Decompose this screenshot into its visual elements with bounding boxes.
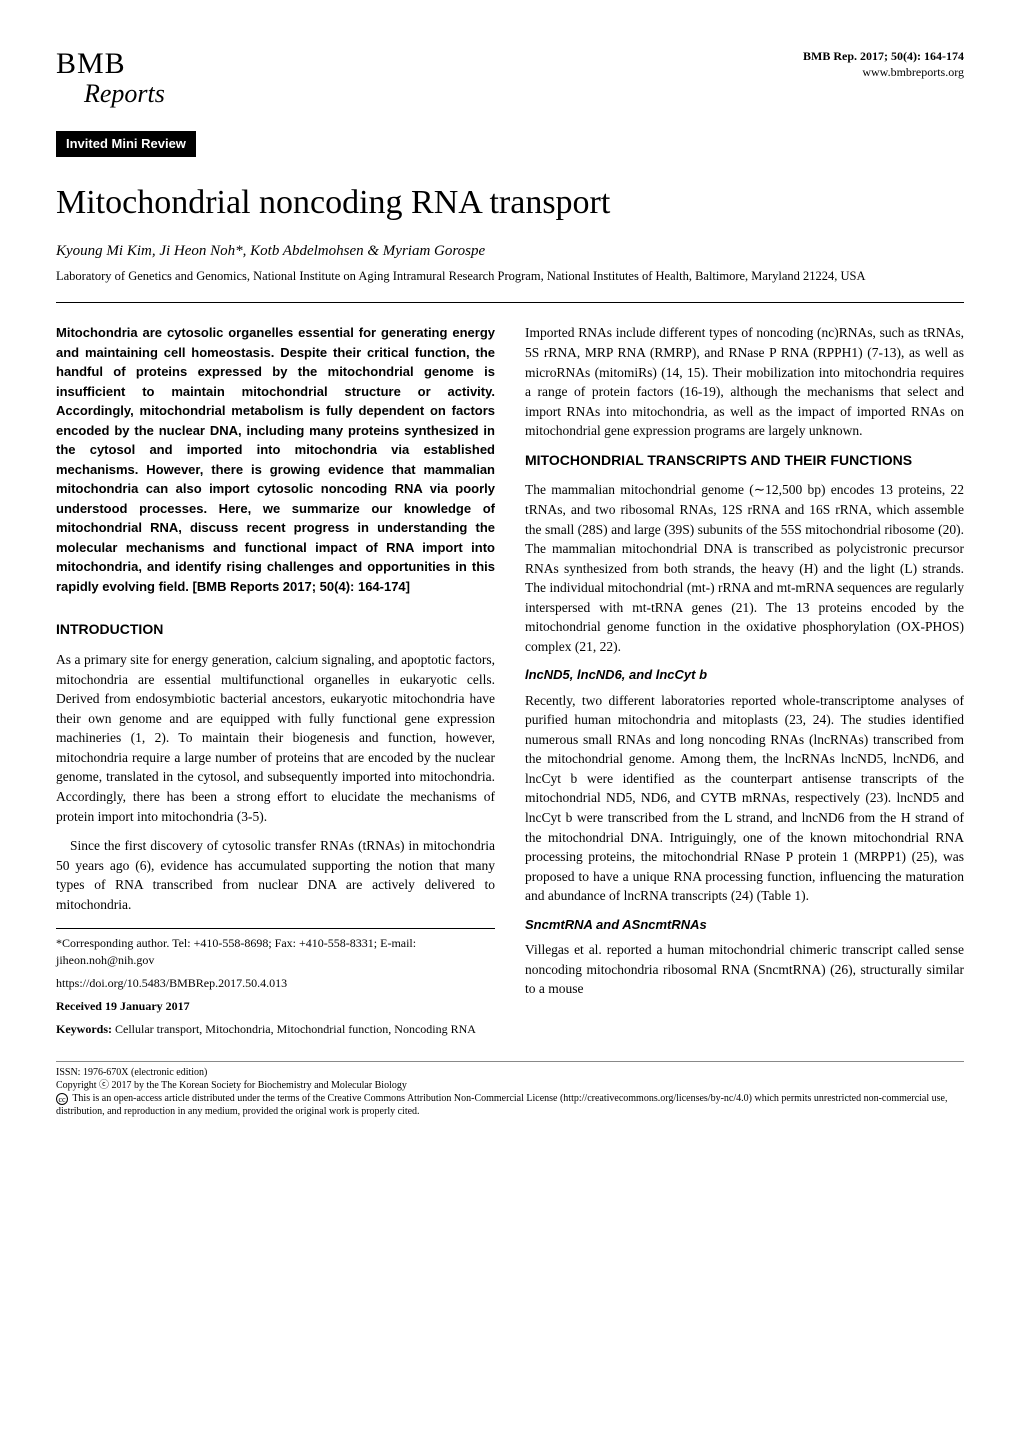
license-block: ISSN: 1976-670X (electronic edition) Cop… [56,1066,964,1118]
header-right: BMB Rep. 2017; 50(4): 164-174 www.bmbrep… [803,48,964,80]
cc-line: cc This is an open-access article distri… [56,1092,964,1118]
cc-text: This is an open-access article distribut… [56,1093,947,1117]
journal-name-bmb: BMB [56,48,165,80]
intro-paragraph-2: Since the first discovery of cytosolic t… [56,836,495,914]
section-badge: Invited Mini Review [56,131,196,157]
copyright-line: Copyright ⓒ 2017 by the The Korean Socie… [56,1079,964,1092]
issue-line: BMB Rep. 2017; 50(4): 164-174 [803,48,964,64]
two-column-body: Mitochondria are cytosolic organelles es… [56,323,964,1043]
snc-paragraph: Villegas et al. reported a human mitocho… [525,940,964,999]
keywords-line: Keywords: Cellular transport, Mitochondr… [56,1021,495,1038]
right-top-paragraph: Imported RNAs include different types of… [525,323,964,440]
license-rule [56,1061,964,1062]
title-rule [56,302,964,303]
heading-introduction: INTRODUCTION [56,620,495,640]
journal-name-reports: Reports [84,80,165,107]
right-column: Imported RNAs include different types of… [525,323,964,1043]
left-column: Mitochondria are cytosolic organelles es… [56,323,495,1043]
subheading-sncmtrna: SncmtRNA and ASncmtRNAs [525,916,964,934]
keywords-text: Cellular transport, Mitochondria, Mitoch… [115,1022,476,1036]
footnote-rule [56,928,495,929]
abstract: Mitochondria are cytosolic organelles es… [56,323,495,596]
received-label: Received 19 January 2017 [56,999,190,1013]
journal-site: www.bmbreports.org [803,64,964,80]
issn-line: ISSN: 1976-670X (electronic edition) [56,1066,964,1079]
doi-link: https://doi.org/10.5483/BMBRep.2017.50.4… [56,975,495,992]
affiliation: Laboratory of Genetics and Genomics, Nat… [56,268,964,285]
mito-paragraph: The mammalian mitochondrial genome (∼12,… [525,480,964,656]
header-row: BMB Reports BMB Rep. 2017; 50(4): 164-17… [56,48,964,107]
article-title: Mitochondrial noncoding RNA transport [56,179,964,227]
authors-line: Kyoung Mi Kim, Ji Heon Noh*, Kotb Abdelm… [56,241,964,262]
heading-mitochondrial-transcripts: MITOCHONDRIAL TRANSCRIPTS AND THEIR FUNC… [525,451,964,471]
lnc-paragraph: Recently, two different laboratories rep… [525,691,964,906]
subheading-lncnd: lncND5, lncND6, and lncCyt b [525,666,964,684]
cc-icon: cc [56,1093,68,1105]
keywords-label: Keywords: [56,1022,112,1036]
corresponding-author: *Corresponding author. Tel: +410-558-869… [56,935,495,969]
authors-text: Kyoung Mi Kim, Ji Heon Noh*, Kotb Abdelm… [56,243,485,259]
intro-paragraph-1: As a primary site for energy generation,… [56,650,495,826]
journal-logo: BMB Reports [56,48,165,107]
received-date: Received 19 January 2017 [56,998,495,1015]
